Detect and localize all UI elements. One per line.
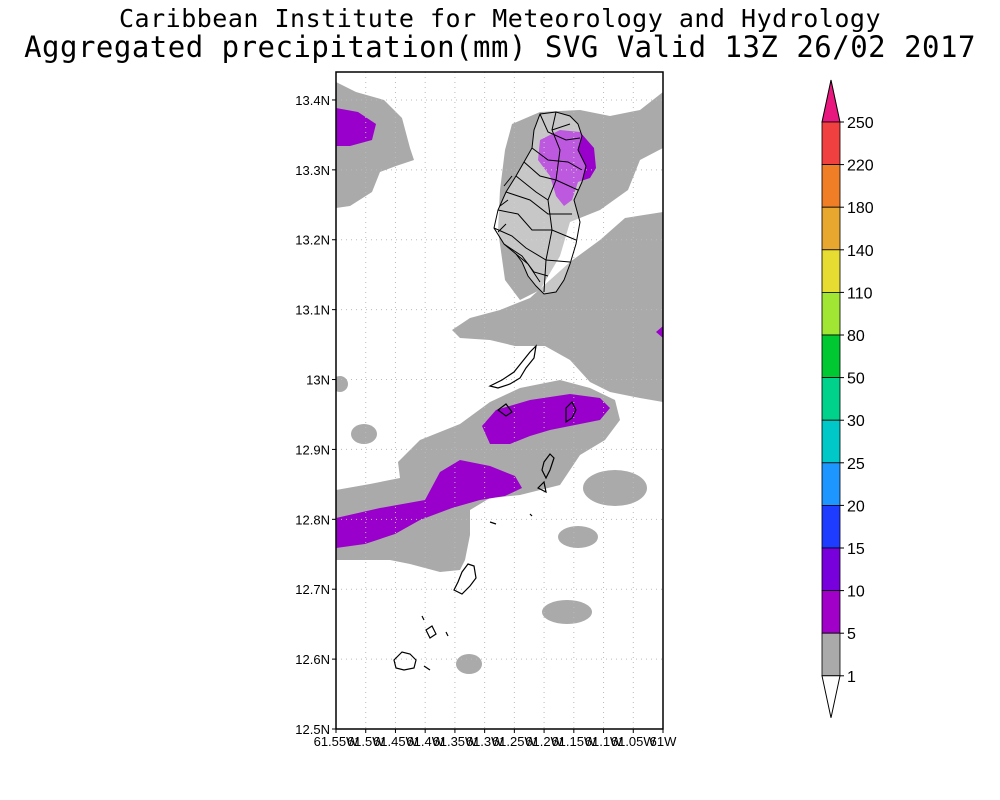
colorbar-segment [821, 121, 841, 165]
grenadines-islands [393, 344, 577, 671]
lat-label: 13N [306, 373, 330, 388]
lon-label: 61.15W [551, 734, 597, 749]
lat-label: 12.7N [295, 582, 330, 597]
colorbar-label: 180 [847, 200, 874, 217]
precip-1-5mm-layer [336, 82, 663, 674]
latitude-labels: 13.4N 13.3N 13.2N 13.1N 13N 12.9N 12.8N 12.7N 12… [295, 93, 336, 737]
lat-label: 12.9N [295, 442, 330, 457]
lat-label: 12.8N [295, 512, 330, 527]
colorbar-segment [821, 377, 841, 421]
lon-label: 61.25W [492, 734, 538, 749]
title-line-1: Caribbean Institute for Meteorology and … [118, 4, 881, 33]
colorbar-label: 25 [847, 456, 865, 473]
lon-label: 61W [650, 734, 677, 749]
colorbar-segment [821, 590, 841, 634]
lon-label: 61.2W [525, 734, 563, 749]
colorbar-label: 80 [847, 328, 865, 345]
lat-label: 12.5N [295, 722, 330, 737]
colorbar-segment [821, 334, 841, 378]
colorbar-label: 110 [847, 285, 873, 302]
colorbar-segment [821, 462, 841, 506]
colorbar-bottom-arrow [821, 675, 841, 718]
colorbar-label: 30 [847, 413, 865, 430]
lon-label: 61.05W [611, 734, 657, 749]
longitude-labels: 61.55W61.5W61.45W61.4W61.35W61.3W61.25W6… [314, 729, 677, 749]
st-vincent-island [493, 111, 587, 295]
title-line-2: Aggregated precipitation(mm) SVG Valid 1… [24, 30, 976, 64]
colorbar-top-arrow [821, 79, 841, 123]
colorbar-label: 250 [847, 115, 874, 132]
colorbar-label: 140 [847, 243, 874, 260]
colorbar-segment [821, 504, 841, 549]
colorbar-segment [821, 291, 841, 336]
lon-label: 61.3W [466, 734, 504, 749]
precipitation-field [336, 82, 663, 674]
lat-label: 13.4N [295, 93, 330, 108]
lon-label: 61.45W [373, 734, 419, 749]
colorbar-segment [821, 249, 841, 293]
colorbar-segment [821, 419, 841, 464]
lat-label: 13.2N [295, 233, 330, 248]
lon-label: 61.4W [406, 734, 444, 749]
colorbar-segment [821, 206, 841, 251]
lat-label: 13.1N [295, 303, 330, 318]
map-frame [335, 71, 664, 730]
colorbar-label: 10 [847, 584, 865, 601]
colorbar-label: 15 [847, 541, 865, 558]
precip-5-10mm-layer [336, 108, 663, 548]
lon-label: 61.35W [433, 734, 479, 749]
lon-label: 61.5W [347, 734, 385, 749]
colorbar-label: 1 [847, 669, 856, 686]
colorbar-segment [821, 632, 841, 677]
colorbar-segment [821, 164, 841, 208]
lon-label: 61.55W [314, 734, 360, 749]
colorbar-label: 220 [847, 158, 874, 175]
precipitation-colorbar: 250 220 180 140 110 80 50 30 25 20 15 10 5 1 [821, 79, 874, 718]
colorbar-label: 5 [847, 626, 856, 643]
lat-label: 12.6N [295, 652, 330, 667]
colorbar-label: 20 [847, 498, 865, 515]
colorbar-label: 50 [847, 371, 865, 388]
colorbar-segment [821, 547, 841, 591]
lat-label: 13.3N [295, 163, 330, 178]
lon-label: 61.1W [585, 734, 623, 749]
